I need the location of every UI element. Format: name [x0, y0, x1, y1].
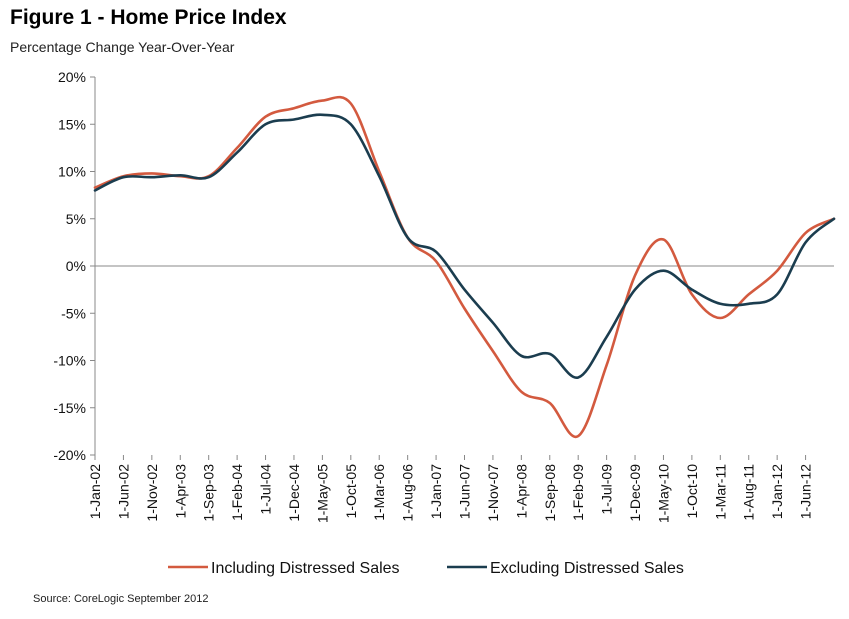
y-tick-label: 0%	[66, 258, 86, 274]
x-tick-label: 1-May-05	[314, 464, 330, 523]
x-tick-label: 1-Jan-02	[87, 464, 103, 519]
y-tick-label: 15%	[58, 116, 86, 132]
y-tick-label: 20%	[58, 69, 86, 85]
x-tick-label: 1-Aug-11	[741, 464, 757, 521]
x-tick-label: 1-Mar-06	[371, 464, 387, 521]
x-tick-label: 1-Oct-05	[343, 464, 359, 519]
y-axis-ticks: 20% 15% 10% 5% 0% -5% -10% -15% -20%	[53, 69, 95, 463]
y-tick-label: -15%	[53, 400, 86, 416]
x-tick-label: 1-Nov-07	[485, 464, 501, 522]
chart-title: Figure 1 - Home Price Index	[10, 6, 287, 29]
x-tick-label: 1-Sep-08	[542, 464, 558, 522]
x-tick-label: 1-Feb-09	[570, 464, 586, 521]
legend-label-excluding: Excluding Distressed Sales	[490, 560, 684, 577]
source-note: Source: CoreLogic September 2012	[33, 593, 209, 605]
y-tick-label: 5%	[66, 211, 86, 227]
x-tick-label: 1-May-10	[655, 464, 671, 523]
x-axis-ticks: 1-Jan-02 1-Jun-02 1-Nov-02 1-Apr-03 1-Sep-03…	[87, 455, 814, 523]
y-tick-label: -5%	[61, 305, 86, 321]
x-tick-label: 1-Jul-09	[599, 464, 615, 515]
y-tick-label: -10%	[53, 353, 86, 369]
x-tick-label: 1-Apr-08	[513, 464, 529, 519]
x-tick-label: 1-Jan-12	[769, 464, 785, 519]
x-tick-label: 1-Jun-02	[115, 464, 131, 519]
x-tick-label: 1-Nov-02	[144, 464, 160, 522]
x-tick-label: 1-Aug-06	[400, 464, 416, 522]
y-tick-label: 10%	[58, 164, 86, 180]
y-tick-label: -20%	[53, 447, 86, 463]
x-tick-label: 1-Dec-04	[286, 464, 302, 522]
x-tick-label: 1-Jul-04	[258, 464, 274, 515]
x-tick-label: 1-Mar-11	[712, 464, 728, 520]
x-tick-label: 1-Jun-07	[457, 464, 473, 519]
x-tick-label: 1-Sep-03	[201, 464, 217, 522]
chart-legend: Including Distressed Sales Excluding Dist…	[168, 560, 684, 577]
x-tick-label: 1-Oct-10	[684, 464, 700, 519]
x-tick-label: 1-Jun-12	[798, 464, 814, 519]
chart-axes	[94, 77, 834, 455]
series-line-including-distressed	[93, 95, 836, 439]
x-tick-label: 1-Dec-09	[627, 464, 643, 522]
x-tick-label: 1-Jan-07	[428, 464, 444, 519]
x-tick-label: 1-Feb-04	[229, 464, 245, 521]
chart-subtitle: Percentage Change Year-Over-Year	[10, 39, 235, 55]
x-tick-label: 1-Apr-03	[172, 464, 188, 519]
series-line-excluding-distressed	[93, 113, 836, 379]
series-lines	[93, 95, 836, 439]
legend-label-including: Including Distressed Sales	[211, 560, 400, 577]
